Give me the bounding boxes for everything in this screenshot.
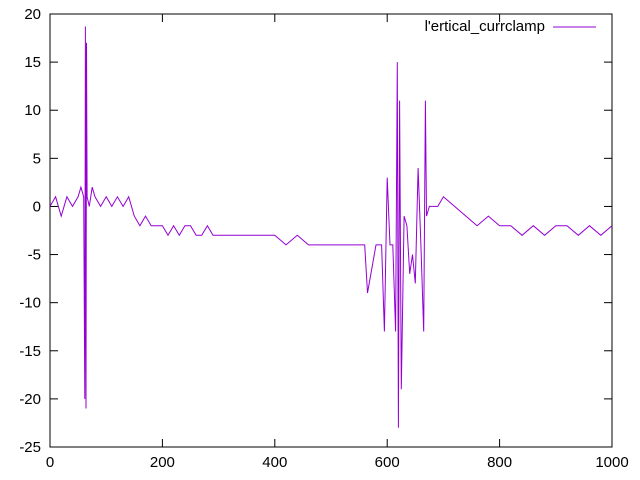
- series-line: [49, 26, 613, 428]
- x-tick-label: 600: [375, 454, 400, 471]
- x-axis: 0 200 400 600 800 1000: [46, 14, 629, 471]
- y-tick-label: 10: [24, 102, 41, 119]
- x-tick-label: 400: [262, 454, 287, 471]
- y-tick-label: 0: [33, 198, 41, 215]
- y-tick-label: -25: [19, 439, 41, 456]
- series-layer: [49, 26, 613, 428]
- legend: l'ertical_currclamp: [425, 18, 596, 35]
- y-tick-label: 20: [24, 6, 41, 23]
- plot-area: [49, 13, 613, 448]
- y-tick-label: -5: [28, 247, 41, 264]
- x-tick-label: 800: [487, 454, 512, 471]
- y-tick-label: 5: [33, 150, 41, 167]
- x-tick-label: 0: [46, 454, 54, 471]
- x-tick-label: 1000: [595, 454, 628, 471]
- y-tick-label: -15: [19, 343, 41, 360]
- y-tick-label: 15: [24, 54, 41, 71]
- x-tick-label: 200: [150, 454, 175, 471]
- y-tick-label: -20: [19, 391, 41, 408]
- legend-label: l'ertical_currclamp: [425, 18, 545, 35]
- y-tick-label: -10: [19, 295, 41, 312]
- y-axis: -25 -20 -15 -10 -5 0 5 10 15 20: [19, 6, 612, 456]
